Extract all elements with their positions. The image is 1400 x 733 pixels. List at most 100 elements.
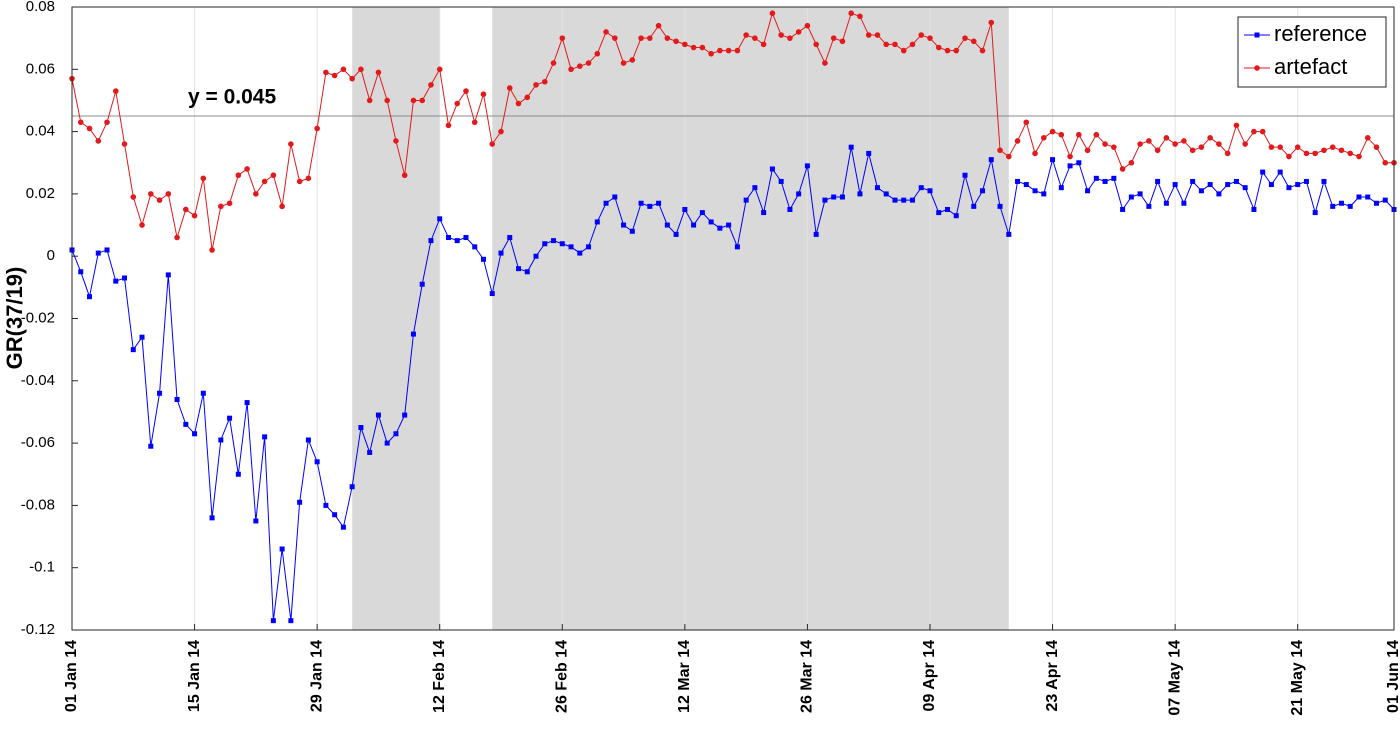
marker: [157, 390, 163, 396]
marker: [997, 147, 1003, 154]
marker: [498, 250, 504, 256]
marker: [1259, 128, 1266, 135]
marker: [393, 138, 399, 144]
marker: [288, 141, 294, 147]
marker: [130, 194, 137, 200]
y-tick-label: 0: [47, 247, 55, 264]
marker: [1268, 182, 1274, 188]
x-tick-label: 12 Mar 14: [676, 640, 693, 713]
marker: [1225, 182, 1231, 188]
marker: [305, 437, 311, 443]
marker: [358, 425, 364, 431]
marker: [1172, 141, 1178, 147]
marker: [393, 431, 399, 437]
marker: [822, 197, 828, 203]
marker: [349, 484, 355, 490]
y-tick-label: 0.04: [26, 123, 55, 140]
marker: [1356, 194, 1362, 200]
marker: [235, 172, 242, 179]
marker: [1198, 188, 1204, 194]
legend-label: reference: [1274, 21, 1367, 46]
marker: [655, 22, 662, 29]
marker: [191, 212, 198, 219]
marker: [367, 449, 373, 455]
legend-box: [1237, 16, 1387, 88]
marker: [1251, 128, 1257, 135]
marker: [270, 172, 277, 179]
marker: [480, 91, 487, 98]
marker: [1233, 122, 1240, 129]
marker: [594, 50, 601, 57]
marker: [1093, 131, 1100, 138]
marker: [1286, 153, 1292, 160]
marker: [1216, 191, 1222, 197]
marker: [1254, 32, 1260, 38]
marker: [927, 35, 933, 41]
marker: [296, 178, 303, 185]
marker: [673, 38, 679, 45]
reference-label: y = 0.045: [188, 86, 276, 109]
marker: [787, 35, 793, 41]
marker: [262, 434, 268, 440]
marker: [1382, 197, 1388, 203]
marker: [1254, 65, 1260, 71]
marker: [445, 235, 451, 241]
marker: [1067, 163, 1073, 169]
marker: [1294, 144, 1301, 150]
y-tick-label: -0.06: [21, 434, 55, 451]
marker: [1137, 191, 1143, 197]
marker: [997, 203, 1003, 209]
marker: [1032, 150, 1038, 157]
marker: [174, 396, 180, 402]
marker: [445, 122, 452, 129]
marker: [156, 197, 163, 203]
marker: [147, 191, 154, 197]
marker: [962, 172, 968, 178]
marker: [1295, 182, 1301, 188]
marker: [1338, 147, 1345, 154]
marker: [1128, 194, 1134, 200]
marker: [971, 203, 977, 209]
y-tick-label: 0.06: [26, 60, 55, 77]
marker: [349, 75, 355, 82]
marker: [358, 66, 364, 73]
marker: [1233, 178, 1239, 184]
marker: [1041, 135, 1047, 141]
marker: [165, 272, 171, 278]
marker: [209, 515, 215, 521]
marker: [516, 266, 522, 272]
marker: [760, 41, 767, 48]
marker: [804, 163, 810, 169]
marker: [691, 222, 697, 228]
marker: [944, 206, 950, 212]
marker: [795, 29, 802, 35]
marker: [568, 244, 574, 250]
marker: [297, 499, 303, 505]
marker: [515, 100, 522, 107]
marker: [734, 244, 740, 250]
marker: [471, 119, 478, 126]
marker: [743, 32, 749, 38]
marker: [375, 69, 382, 76]
marker: [463, 235, 469, 241]
marker: [253, 518, 259, 524]
marker: [761, 210, 767, 216]
marker: [1224, 150, 1231, 157]
marker: [1172, 182, 1178, 188]
marker: [647, 203, 653, 209]
marker: [901, 197, 907, 203]
marker: [988, 157, 994, 163]
marker: [927, 188, 933, 194]
x-tick-label: 15 Jan 14: [186, 640, 203, 712]
marker: [848, 10, 854, 17]
marker: [428, 82, 434, 88]
marker: [489, 141, 496, 147]
y-tick-label: -0.12: [21, 621, 55, 638]
marker: [1330, 203, 1336, 209]
marker: [656, 200, 662, 206]
marker: [769, 10, 776, 17]
marker: [822, 60, 828, 66]
marker: [629, 228, 635, 234]
marker: [200, 175, 207, 182]
